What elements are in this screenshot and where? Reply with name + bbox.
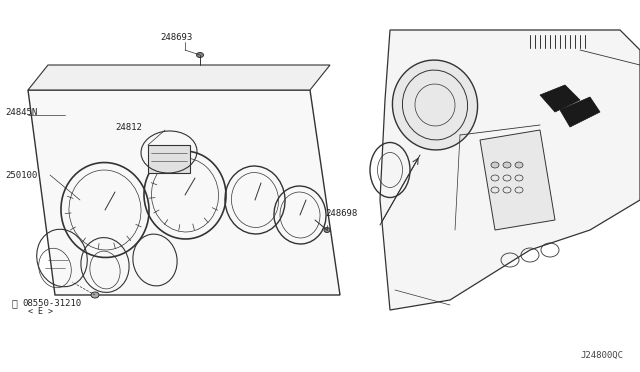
Text: 250100: 250100 bbox=[5, 170, 37, 180]
Polygon shape bbox=[380, 30, 640, 310]
Polygon shape bbox=[28, 65, 330, 90]
Ellipse shape bbox=[515, 162, 523, 168]
Text: J24800QC: J24800QC bbox=[580, 350, 623, 359]
Text: 24812: 24812 bbox=[115, 122, 142, 131]
Polygon shape bbox=[28, 90, 340, 295]
Text: 08550-31210: 08550-31210 bbox=[22, 298, 81, 308]
Text: 24845N: 24845N bbox=[5, 108, 37, 116]
Ellipse shape bbox=[196, 52, 204, 58]
Text: Ⓢ: Ⓢ bbox=[12, 298, 18, 308]
Ellipse shape bbox=[392, 60, 477, 150]
Ellipse shape bbox=[491, 162, 499, 168]
Ellipse shape bbox=[503, 162, 511, 168]
Text: 248693: 248693 bbox=[160, 32, 192, 42]
Polygon shape bbox=[560, 97, 600, 127]
Ellipse shape bbox=[324, 228, 330, 232]
Polygon shape bbox=[540, 85, 580, 112]
Ellipse shape bbox=[91, 292, 99, 298]
Polygon shape bbox=[148, 145, 190, 173]
Text: 248698: 248698 bbox=[325, 208, 357, 218]
Text: < E >: < E > bbox=[28, 308, 53, 317]
Polygon shape bbox=[480, 130, 555, 230]
